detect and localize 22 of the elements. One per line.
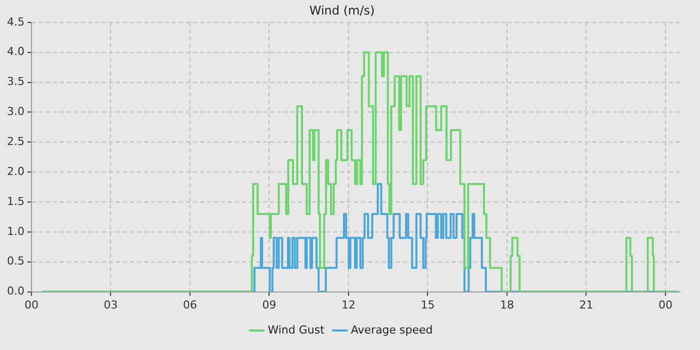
x-tick-label: 00 — [24, 298, 38, 312]
x-tick-label: 06 — [182, 298, 197, 312]
y-tick-label: 4.0 — [6, 45, 24, 58]
y-tick-label: 3.5 — [6, 75, 24, 88]
y-tick-label: 2.0 — [6, 164, 24, 178]
x-tick-label: 03 — [104, 298, 118, 312]
chart-title: Wind (m/s) — [309, 3, 375, 18]
y-tick-label: 4.5 — [6, 15, 24, 28]
x-tick-label: 12 — [341, 298, 356, 312]
legend-label: Average speed — [350, 323, 433, 336]
y-tick-label: 2.5 — [6, 134, 24, 148]
x-tick-label: 09 — [262, 298, 276, 312]
y-tick-label: 3.0 — [6, 105, 24, 118]
y-tick-label: 1.0 — [6, 224, 24, 238]
y-tick-label: 0.0 — [6, 284, 24, 298]
y-tick-label: 0.5 — [6, 254, 24, 268]
y-tick-label: 1.5 — [6, 194, 24, 208]
x-tick-label: 15 — [420, 298, 435, 312]
legend-label: Wind Gust — [268, 323, 326, 336]
x-tick-label: 18 — [500, 298, 514, 312]
x-tick-label: 21 — [579, 298, 594, 312]
x-tick-label: 00 — [658, 298, 672, 312]
